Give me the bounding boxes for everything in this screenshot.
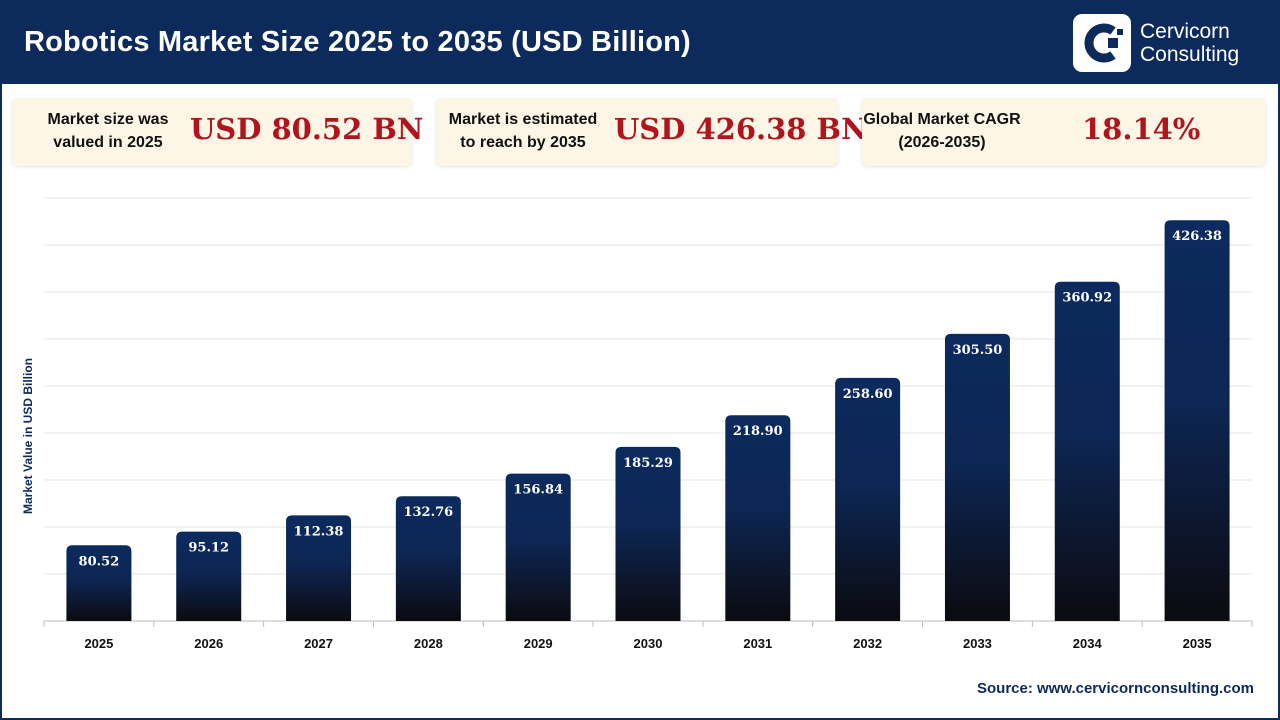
stat-label-line-1: Market size was xyxy=(47,111,169,128)
x-tick-label-2030: 2030 xyxy=(634,636,663,651)
x-tick-label-2032: 2032 xyxy=(853,636,882,651)
bar-2027 xyxy=(286,515,352,621)
value-label-2028: 132.76 xyxy=(403,505,453,520)
bar-2034 xyxy=(1054,281,1120,621)
x-tick-label-2033: 2033 xyxy=(963,636,992,651)
stat-card-market-2025: Market size was valued in 2025 USD 80.52… xyxy=(12,98,423,166)
bar-2035 xyxy=(1164,220,1230,621)
bar-2029 xyxy=(505,473,571,621)
bar-2028 xyxy=(395,496,461,621)
x-tick-label-2029: 2029 xyxy=(524,636,553,651)
logo-text: Cervicorn Consulting xyxy=(1140,20,1239,66)
y-axis-label: Market Value in USD Billion xyxy=(21,357,35,515)
value-label-2034: 360.92 xyxy=(1062,291,1112,306)
stat-label: Market size was valued in 2025 xyxy=(28,108,188,154)
logo-icon xyxy=(1073,14,1131,72)
x-tick-label-2027: 2027 xyxy=(304,636,333,651)
stat-label: Global Market CAGR (2026-2035) xyxy=(862,108,1022,154)
bar-chart: 80.52 95.12 112.38 132.76 156.84 185.29 218.90… xyxy=(43,197,1253,651)
stat-label: Market is estimated to reach by 2035 xyxy=(442,108,604,154)
x-tick-label-2031: 2031 xyxy=(743,636,772,651)
bar-2032 xyxy=(835,377,901,621)
stat-value: USD 426.38 BN xyxy=(614,112,868,146)
x-tick-label-2026: 2026 xyxy=(194,636,223,651)
stat-label-line-2: valued in 2025 xyxy=(53,134,163,151)
value-labels: 80.52 95.12 112.38 132.76 156.84 185.29 218.90… xyxy=(79,229,1222,569)
value-label-2030: 185.29 xyxy=(623,456,673,471)
bar-2030 xyxy=(615,446,681,621)
bar-2025 xyxy=(66,545,132,621)
value-label-2033: 305.50 xyxy=(953,343,1003,358)
bars xyxy=(66,220,1230,621)
page-title: Robotics Market Size 2025 to 2035 (USD B… xyxy=(24,26,691,58)
value-label-2029: 156.84 xyxy=(513,483,563,498)
bar-2026 xyxy=(176,531,242,621)
logo-line-1: Cervicorn xyxy=(1140,20,1230,43)
x-tick-label-2028: 2028 xyxy=(414,636,443,651)
value-label-2025: 80.52 xyxy=(79,554,120,569)
logo-line-2: Consulting xyxy=(1140,43,1240,66)
stat-label-line-1: Global Market CAGR xyxy=(863,111,1021,128)
x-tick-label-2035: 2035 xyxy=(1183,636,1212,651)
stat-card-market-2035: Market is estimated to reach by 2035 USD… xyxy=(436,98,868,166)
stat-value: USD 80.52 BN xyxy=(190,112,424,146)
x-tick-labels: 2025 2026 2027 2028 2029 2030 2031 2032 2033 2034… xyxy=(84,636,1211,651)
gridlines xyxy=(43,197,1253,627)
header-bar: Robotics Market Size 2025 to 2035 (USD B… xyxy=(0,0,1280,84)
value-label-2035: 426.38 xyxy=(1172,229,1222,244)
value-label-2026: 95.12 xyxy=(188,541,229,556)
stat-card-cagr: Global Market CAGR (2026-2035) 18.14% xyxy=(862,98,1266,166)
x-tick-label-2034: 2034 xyxy=(1073,636,1103,651)
value-label-2032: 258.60 xyxy=(843,387,893,402)
value-label-2027: 112.38 xyxy=(294,524,344,539)
bar-2031 xyxy=(725,415,791,621)
stat-label-line-2: to reach by 2035 xyxy=(460,134,586,151)
stat-label-line-2: (2026-2035) xyxy=(898,134,986,151)
stat-value: 18.14% xyxy=(1082,112,1201,146)
value-label-2031: 218.90 xyxy=(733,424,783,439)
x-tick-label-2025: 2025 xyxy=(84,636,113,651)
bar-2033 xyxy=(944,333,1010,621)
source-note: Source: www.cervicornconsulting.com xyxy=(976,680,1254,697)
stat-label-line-1: Market is estimated xyxy=(448,111,598,128)
